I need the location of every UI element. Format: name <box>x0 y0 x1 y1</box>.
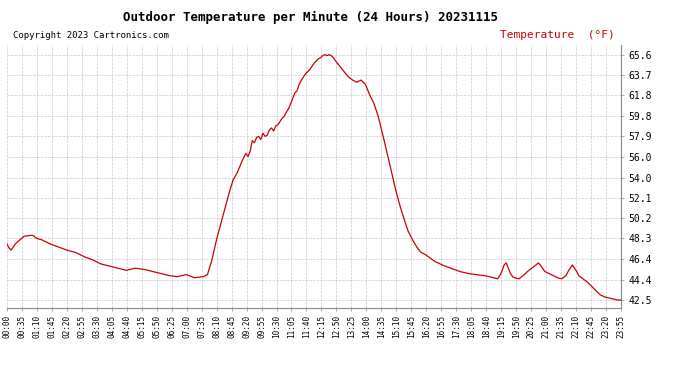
Text: Temperature  (°F): Temperature (°F) <box>500 30 615 40</box>
Text: Outdoor Temperature per Minute (24 Hours) 20231115: Outdoor Temperature per Minute (24 Hours… <box>123 11 498 24</box>
Text: Copyright 2023 Cartronics.com: Copyright 2023 Cartronics.com <box>13 31 169 40</box>
